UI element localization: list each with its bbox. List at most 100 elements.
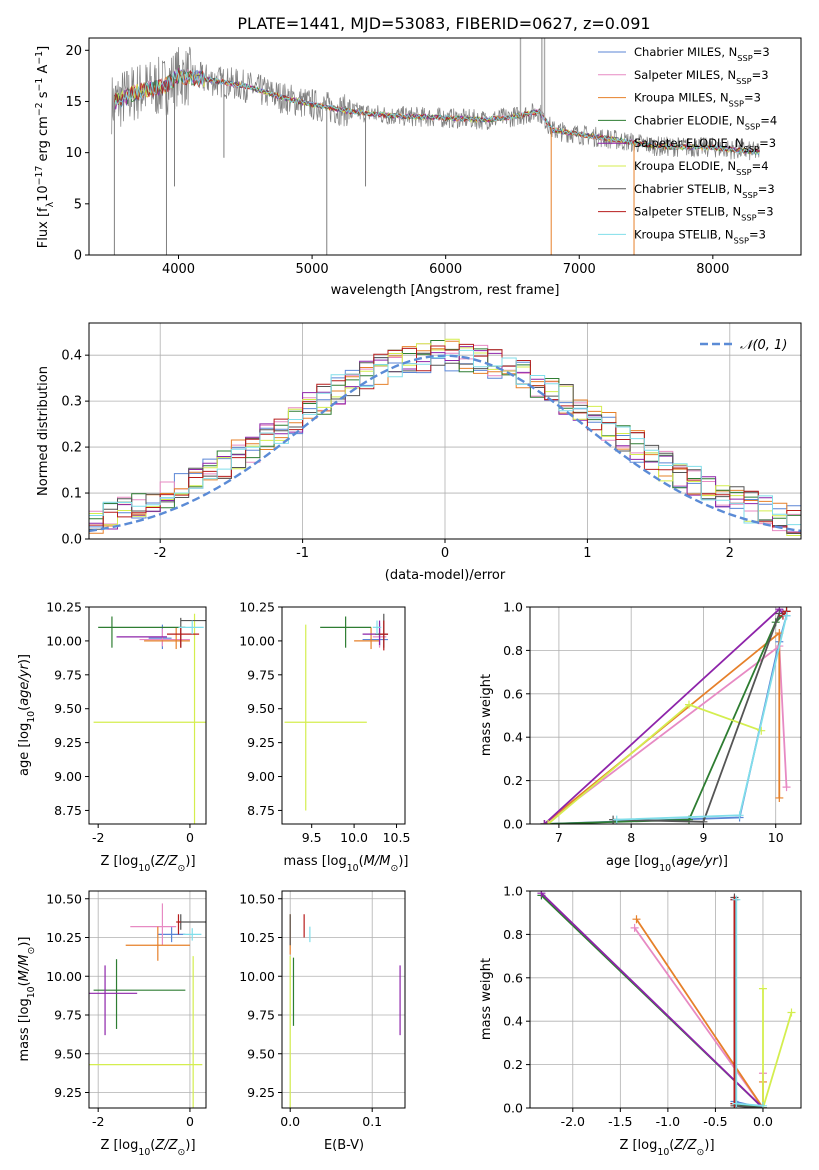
panel-age_vs_mass: 9.5 10.0 10.5 8.75 9.00 9.25 9.50 9.75 10.00 10.2… [239,600,410,874]
label-part: ( [671,854,676,869]
y-tick-label: 8.75 [247,803,275,818]
weight-marker [735,811,744,820]
weight-line-salpeter_miles [633,927,764,1108]
x-tick-label: 2 [726,546,734,561]
label-part: ( [359,854,364,869]
weight-marker [758,984,767,993]
y-tick-label: 0.0 [503,1101,523,1116]
legend-label: Chabrier STELIB, NSSP=3 [634,182,775,200]
y-tick-label: 9.25 [247,735,275,750]
x-tick-label: 0.1 [362,1114,382,1129]
y-tick-label: 9.00 [247,769,275,784]
label-part: SSP [744,144,759,154]
label-part: =3 [753,45,770,59]
axes-border [281,606,406,825]
y-tick-label: 10 [65,146,82,161]
y-tick-label: 10.50 [239,891,275,906]
label-part: 10 [138,1147,150,1158]
label-part: 10 [138,863,150,874]
x-tick-label: -2.0 [561,1114,585,1129]
weight-marker [544,820,553,824]
y-tick-label: 9.50 [247,701,275,716]
label-part: )] [17,937,32,947]
legend-label: Kroupa ELODIE, NSSP=4 [634,159,769,177]
y-tick-label: 10.50 [46,891,82,906]
label-part: Z/Z [673,1138,697,1153]
y-tick-label: 9.50 [247,1046,275,1061]
plot-content [537,891,796,1108]
x-tick-label: -2 [154,546,167,561]
y-tick-label: 8.75 [54,803,82,818]
y-tick-label: 9.25 [54,1085,82,1100]
y-tick-label: 10.25 [239,930,275,945]
plot-content [540,607,791,824]
label-part: )] [398,854,408,869]
w-z-ylabel: mass weight [479,958,494,1040]
y-tick-label: 10.25 [46,600,82,615]
plot-content [284,613,389,811]
panel-mass_vs_ebv: 0.0 0.1 9.25 9.50 9.75 10.00 10.25 10.50 E(B-V) [239,890,406,1153]
y-tick-label: 15 [65,95,82,110]
panel-spectrum: 4000 5000 6000 7000 8000 0 5 10 15 20 Chabrier MIL… [34,37,802,298]
label-part: Salpeter ELODIE, N [634,136,744,150]
weight-line-chabrier_miles [544,615,788,824]
y-tick-label: 10.00 [239,633,275,648]
label-part: SSP [729,99,744,109]
label-part: ( [17,706,32,711]
label-part: Z [log [100,854,138,869]
label-part: Z [log [619,1138,657,1153]
legend-label: Kroupa MILES, NSSP=3 [634,91,761,109]
y-tick-label: 5 [74,197,82,212]
weight-line-chabrier_stelib [613,613,781,823]
x-tick-label: -2 [92,830,104,845]
label-part: s [36,91,51,102]
label-part: age/yr [676,854,719,869]
y-tick-label: 0.4 [61,349,82,364]
legend-label: Chabrier MILES, NSSP=3 [634,45,770,63]
x-tick-label: 6000 [429,262,462,277]
weight-marker [632,915,641,924]
x-tick-label: 1 [583,546,591,561]
y-tick-label: 0.6 [503,970,523,985]
label-part: ⊙ [26,947,37,955]
label-part: ( [150,854,155,869]
label-part: age/yr [17,662,32,705]
x-tick-label: 9.5 [302,830,322,845]
y-tick-label: 0.2 [503,773,523,788]
weight-marker [699,817,708,824]
axes-frame: -2 -1 0 1 2 0.0 0.1 0.2 0.3 0.4 𝒩(0, 1) (data-model… [36,322,802,583]
figure-title: PLATE=1441, MJD=53083, FIBERID=0627, z=0… [237,14,650,33]
axes-border [281,890,406,1109]
y-tick-label: 10.25 [46,930,82,945]
label-part: =3 [757,205,774,219]
weight-line-salpeter_elodie [540,892,764,1108]
plot-content [89,338,801,536]
label-part: Z/Z [154,854,178,869]
x-tick-label: 7 [555,830,563,845]
label-part: =4 [752,159,769,173]
y-tick-label: 20 [65,44,82,59]
label-part: 10 [26,986,37,998]
residual-hist-chabrier_stelib [89,349,801,534]
y-tick-label: 9.75 [247,667,275,682]
y-tick-label: 10.00 [46,969,82,984]
label-part: age [log [17,723,32,776]
label-part: ⊙ [390,863,398,874]
y-tick-label: 0 [74,249,82,264]
x-tick-label: -1 [296,546,309,561]
normal-curve [89,354,801,533]
spectrum-model-kroupa_stelib [113,70,760,156]
weight-line-chabrier_miles [733,899,764,1108]
residual-hist-salpeter_miles [89,343,801,532]
residual-ylabel: Normed distribution [36,366,51,496]
y-tick-label: 9.25 [247,1085,275,1100]
weight-marker [782,783,791,792]
y-tick-label: 0.2 [61,441,82,456]
label-part: )] [718,854,728,869]
label-part: ⊙ [697,1147,705,1158]
y-tick-label: 9.50 [54,701,82,716]
